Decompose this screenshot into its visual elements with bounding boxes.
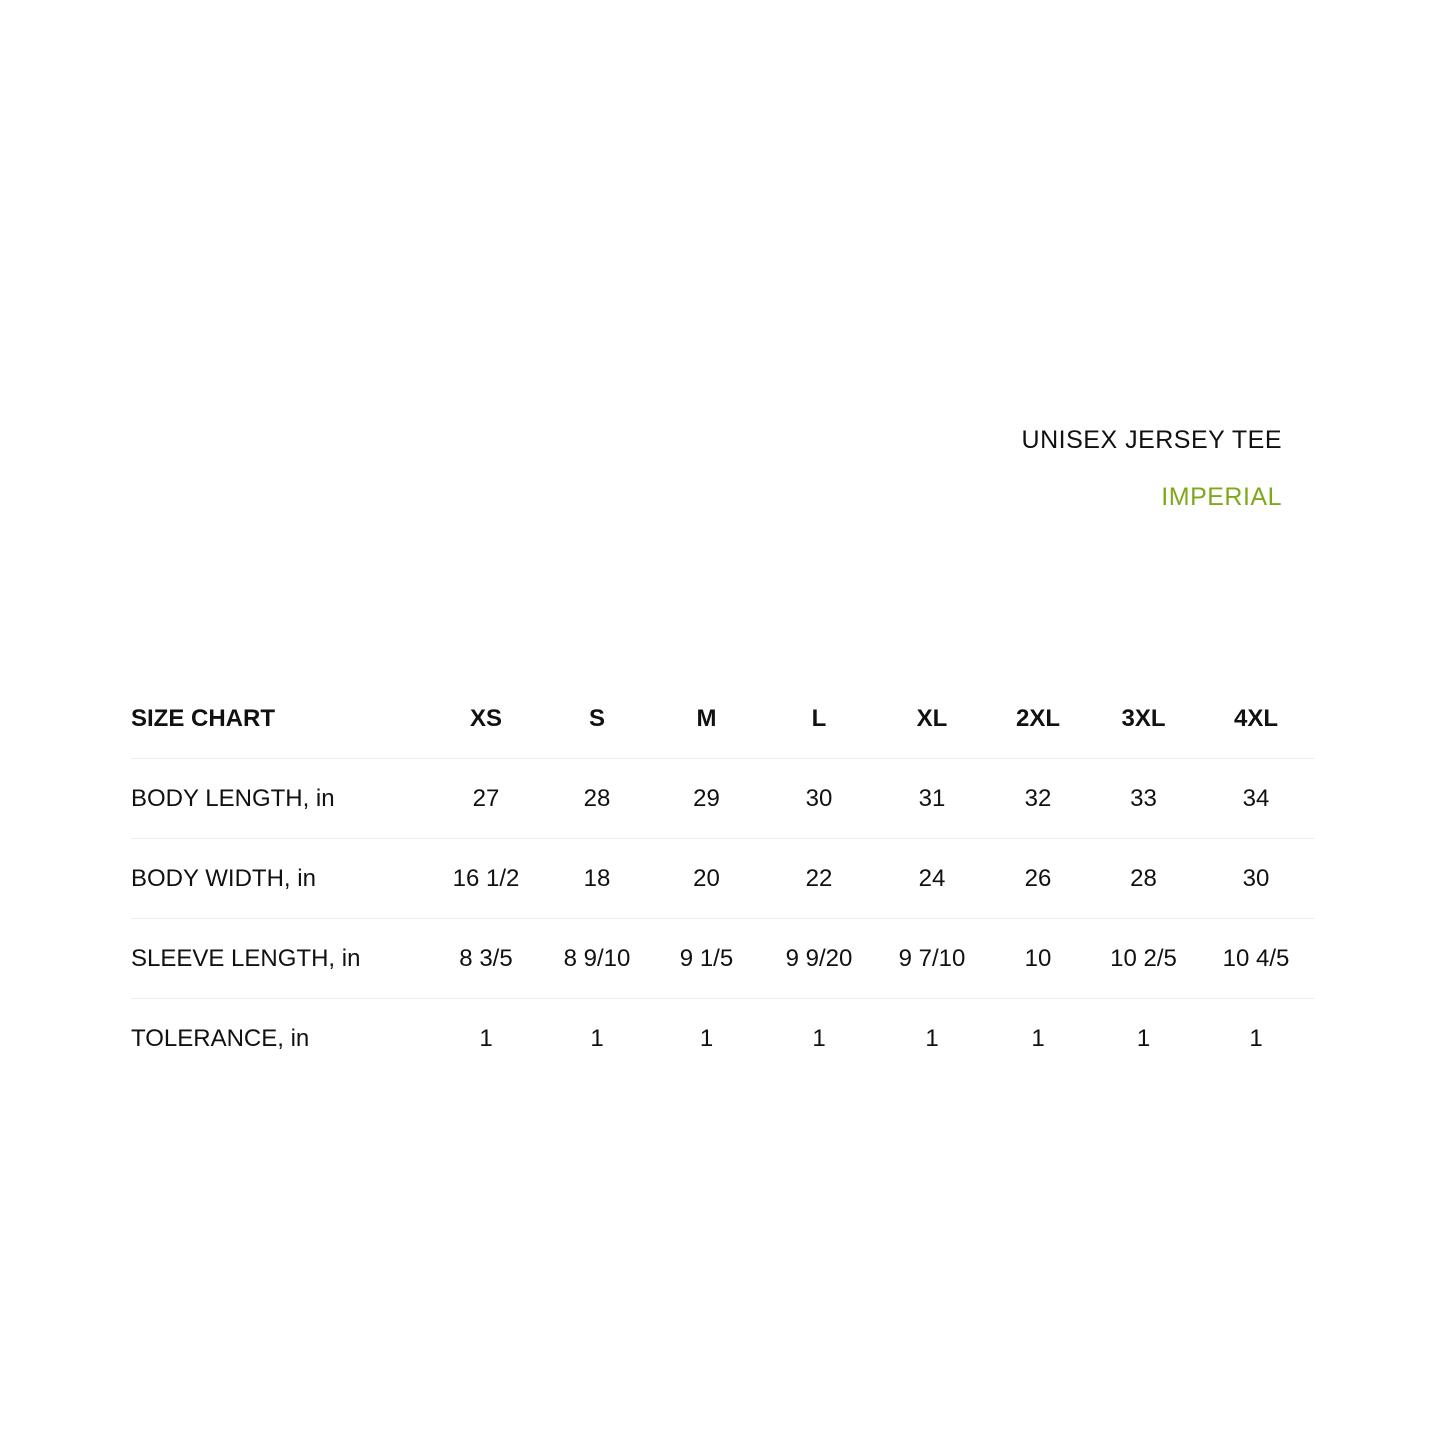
size-column-header: XS	[469, 704, 502, 732]
row-label: SLEEVE LENGTH, in	[131, 918, 430, 999]
table-cell: 24	[877, 838, 987, 919]
table-cell: 9 1/5	[652, 918, 761, 999]
table-cell: 10 4/5	[1198, 918, 1314, 999]
table-cell: 26	[987, 838, 1089, 919]
table-cell: 28	[1089, 838, 1198, 919]
size-column-header: L	[811, 704, 827, 732]
row-label: BODY LENGTH, in	[131, 758, 430, 839]
table-cell: 1	[652, 998, 761, 1078]
table-cell: 8 9/10	[542, 918, 652, 999]
table-cell: 31	[877, 758, 987, 839]
table-row: BODY WIDTH, in 16 1/2 18 20 22 24 26 28 30	[131, 838, 1314, 919]
table-cell: 1	[1198, 998, 1314, 1078]
size-column-header: 4XL	[1233, 704, 1278, 732]
table-cell: 27	[430, 758, 542, 839]
table-cell: 1	[1089, 998, 1198, 1078]
table-cell: 1	[761, 998, 877, 1078]
table-row: TOLERANCE, in 1 1 1 1 1 1 1 1	[131, 998, 1314, 1078]
table-cell: 34	[1198, 758, 1314, 839]
table-cell: 1	[877, 998, 987, 1078]
row-label: BODY WIDTH, in	[131, 838, 430, 919]
table-cell: 30	[761, 758, 877, 839]
table-cell: 16 1/2	[430, 838, 542, 919]
table-cell: 9 7/10	[877, 918, 987, 999]
table-cell: 1	[987, 998, 1089, 1078]
size-column-header: 3XL	[1121, 704, 1166, 732]
size-column-header: 2XL	[1015, 704, 1060, 732]
table-row: SLEEVE LENGTH, in 8 3/5 8 9/10 9 1/5 9 9/20 9…	[131, 918, 1314, 999]
table-cell: 10	[987, 918, 1089, 999]
unit-system-label: IMPERIAL	[1161, 483, 1282, 511]
table-cell: 10 2/5	[1089, 918, 1198, 999]
table-cell: 9 9/20	[761, 918, 877, 999]
size-chart-table: SIZE CHART XS S M L XL 2XL 3XL 4XL BODY LENGTH, i…	[131, 679, 1314, 1078]
table-cell: 29	[652, 758, 761, 839]
table-header-row: SIZE CHART XS S M L XL 2XL 3XL 4XL	[131, 679, 1314, 759]
table-cell: 20	[652, 838, 761, 919]
table-row: BODY LENGTH, in 27 28 29 30 31 32 33 34	[131, 758, 1314, 839]
size-column-header: S	[588, 704, 605, 732]
table-cell: 32	[987, 758, 1089, 839]
table-cell: 1	[430, 998, 542, 1078]
product-title: UNISEX JERSEY TEE	[1021, 426, 1282, 454]
table-title: SIZE CHART	[131, 704, 275, 732]
table-cell: 18	[542, 838, 652, 919]
table-cell: 33	[1089, 758, 1198, 839]
table-cell: 28	[542, 758, 652, 839]
size-column-header: XL	[916, 704, 948, 732]
table-cell: 8 3/5	[430, 918, 542, 999]
table-cell: 1	[542, 998, 652, 1078]
table-cell: 30	[1198, 838, 1314, 919]
row-label: TOLERANCE, in	[131, 998, 430, 1078]
table-cell: 22	[761, 838, 877, 919]
size-column-header: M	[696, 704, 717, 732]
